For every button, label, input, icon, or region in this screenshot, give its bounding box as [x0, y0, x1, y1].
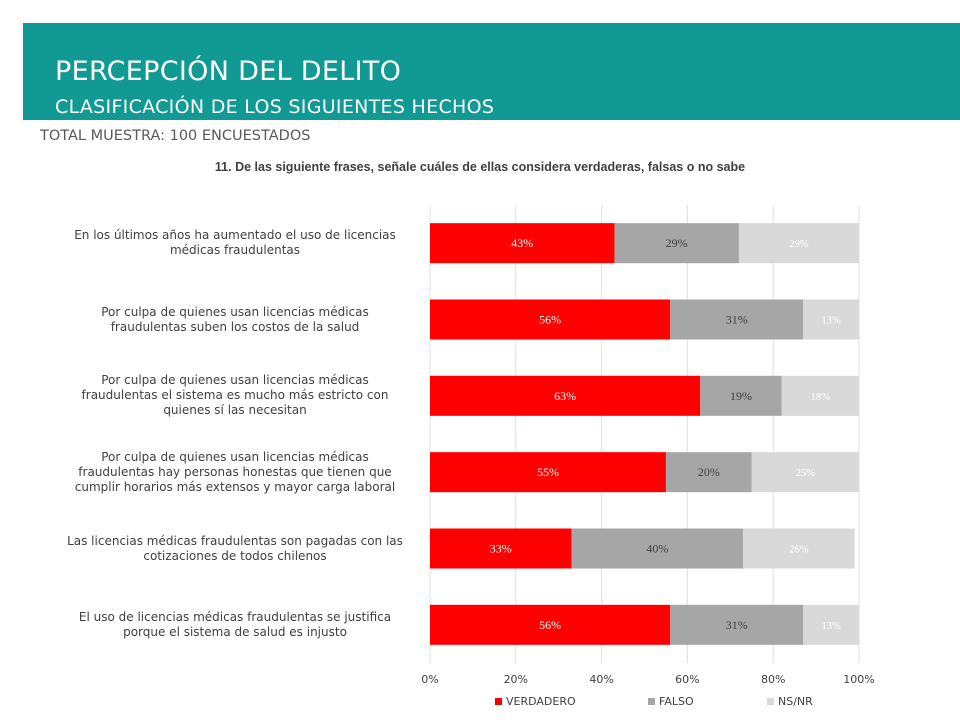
x-tick-label: 60%	[675, 673, 699, 686]
bar-segment	[670, 299, 804, 340]
legend-item: VERDADERO	[495, 694, 576, 708]
category-label: El uso de licencias médicas fraudulentas…	[50, 610, 420, 640]
category-label-line: quienes sí las necesitan	[163, 403, 307, 418]
bar-segment	[430, 223, 615, 264]
data-label: 56%	[539, 313, 561, 327]
x-tick-label: 40%	[589, 673, 613, 686]
data-label: 56%	[539, 618, 561, 632]
category-label: En los últimos años ha aumentado el uso …	[50, 228, 420, 258]
bar-segment	[614, 223, 739, 264]
category-label-line: En los últimos años ha aumentado el uso …	[74, 228, 396, 243]
data-label: 55%	[537, 465, 559, 479]
x-tick-label: 80%	[761, 673, 785, 686]
data-label: 29%	[666, 236, 688, 250]
category-label-line: Las licencias médicas fraudulentas son p…	[67, 533, 403, 548]
page-subtitle: CLASIFICACIÓN DE LOS SIGUIENTES HECHOS	[55, 96, 495, 118]
data-label: 40%	[646, 542, 668, 556]
bar-segment	[700, 375, 782, 416]
category-label-line: Por culpa de quienes usan licencias médi…	[101, 304, 369, 319]
bar-segment	[430, 528, 572, 569]
legend-label: VERDADERO	[506, 694, 576, 708]
legend-item: NS/NR	[767, 694, 813, 708]
category-label: Por culpa de quienes usan licencias médi…	[50, 305, 420, 335]
category-label-line: cumplir horarios más extensos y mayor ca…	[74, 479, 396, 494]
data-label: 26%	[789, 545, 809, 556]
category-label: Las licencias médicas fraudulentas son p…	[50, 534, 420, 564]
question-text: 11. De las siguiente frases, señale cuál…	[214, 160, 746, 174]
bar-segment	[665, 452, 752, 493]
category-label-line: cotizaciones de todos chilenos	[143, 548, 327, 563]
x-tick-label: 100%	[843, 673, 874, 686]
category-label-line: porque el sistema de salud es injusto	[123, 624, 347, 639]
x-tick-label: 20%	[504, 673, 528, 686]
data-label: 43%	[511, 236, 533, 250]
legend-item: FALSO	[648, 694, 694, 708]
header-banner: PERCEPCIÓN DEL DELITO CLASIFICACIÓN DE L…	[23, 23, 960, 120]
data-label: 25%	[796, 468, 816, 479]
legend-swatch	[648, 697, 655, 705]
bar-segment	[430, 299, 671, 340]
bar-segment	[670, 604, 804, 645]
legend-label: NS/NR	[778, 694, 813, 708]
data-label: 31%	[726, 313, 748, 327]
category-label: Por culpa de quienes usan licencias médi…	[50, 450, 420, 495]
category-label-line: Por culpa de quienes usan licencias médi…	[101, 449, 369, 464]
data-label: 33%	[490, 542, 512, 556]
data-label: 18%	[811, 392, 831, 403]
legend-label: FALSO	[659, 694, 694, 708]
category-label-line: Por culpa de quienes usan licencias médi…	[101, 373, 369, 388]
bar-segment	[430, 375, 701, 416]
category-label-line: médicas fraudulentas	[169, 243, 300, 258]
bar-segment	[781, 375, 859, 416]
data-label: 63%	[554, 389, 576, 403]
bar-segment	[430, 452, 666, 493]
category-label: Por culpa de quienes usan licencias médi…	[50, 373, 420, 418]
legend-swatch	[767, 697, 774, 705]
bar-segment	[571, 528, 744, 569]
category-label-line: El uso de licencias médicas fraudulentas…	[78, 609, 392, 624]
data-label: 13%	[821, 316, 841, 327]
category-label-line: fraudulentas el sistema es mucho más est…	[81, 388, 389, 403]
data-label: 31%	[726, 618, 748, 632]
category-label-line: fraudulentas hay personas honestas que t…	[78, 464, 392, 479]
bar-segment	[738, 223, 859, 264]
bar-segment	[430, 604, 671, 645]
category-label-line: fraudulentas suben los costos de la salu…	[110, 319, 360, 334]
page-title: PERCEPCIÓN DEL DELITO	[55, 56, 402, 87]
bar-segment	[751, 452, 859, 493]
data-label: 13%	[821, 621, 841, 632]
bar-segment	[743, 528, 855, 569]
bar-segment	[803, 299, 859, 340]
legend-swatch	[495, 697, 502, 705]
data-label: 20%	[698, 465, 720, 479]
data-label: 19%	[730, 389, 752, 403]
data-label: 29%	[789, 239, 809, 250]
sample-size-text: TOTAL MUESTRA: 100 ENCUESTADOS	[40, 128, 311, 144]
bar-segment	[803, 604, 859, 645]
x-tick-label: 0%	[421, 673, 438, 686]
